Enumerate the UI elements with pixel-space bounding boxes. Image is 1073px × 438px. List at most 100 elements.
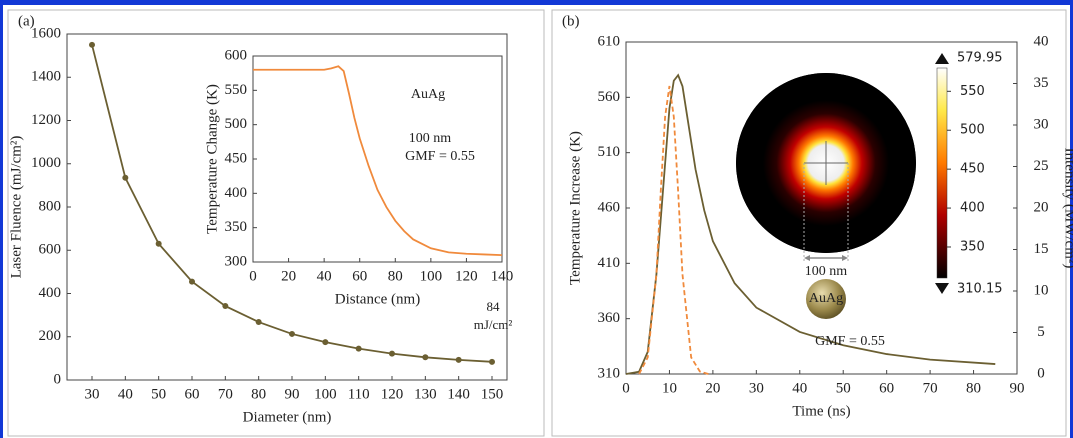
colorbar-min: 310.15 [957, 282, 1003, 297]
annotation: 100 nm [805, 264, 848, 279]
annotation: 84 [487, 299, 501, 314]
marker [455, 356, 462, 363]
x-tick-label: 0 [622, 380, 630, 396]
y-tick-label: 360 [598, 310, 621, 326]
y-tick-label: 510 [598, 144, 621, 160]
x-tick-label: 20 [705, 380, 720, 396]
x-tick-label: 140 [491, 268, 514, 284]
plot-area [252, 55, 503, 263]
panel-label: (b) [562, 13, 580, 29]
frame-left [0, 0, 3, 438]
x-axis-label: Time (ns) [792, 403, 850, 419]
x-tick-label: 30 [749, 380, 764, 396]
y2-tick-label: 10 [1034, 282, 1049, 298]
marker [355, 345, 362, 352]
x-tick-label: 80 [388, 268, 403, 284]
colorbar [936, 67, 948, 279]
y-tick-label: 410 [598, 255, 621, 271]
x-tick-label: 100 [314, 386, 337, 402]
x-tick-label: 0 [249, 268, 257, 284]
x-axis-label: Diameter (nm) [243, 409, 332, 425]
marker [189, 278, 195, 285]
x-tick-label: 60 [352, 268, 367, 284]
x-tick-label: 120 [455, 268, 478, 284]
y-tick-label: 1400 [31, 69, 61, 85]
x-tick-label: 10 [662, 380, 677, 396]
marker [255, 319, 262, 326]
y-tick-label: 610 [598, 33, 621, 49]
marker [222, 303, 229, 310]
annotation: AuAg [411, 87, 445, 102]
y-tick-label: 800 [39, 198, 62, 214]
panel-label: (a) [18, 13, 35, 29]
colorbar-max: 579.95 [957, 51, 1003, 66]
marker [322, 339, 329, 346]
x-tick-label: 100 [420, 268, 443, 284]
y-tick-label: 550 [225, 82, 248, 98]
x-tick-label: 110 [348, 386, 370, 402]
x-tick-label: 90 [1010, 380, 1025, 396]
marker [489, 358, 495, 365]
panel-a-border [7, 9, 545, 437]
y-axis-label: Laser Fluence (mJ/cm²) [8, 136, 24, 279]
x-tick-label: 90 [285, 386, 300, 402]
x-tick-label: 120 [381, 386, 404, 402]
y-tick-label: 300 [225, 253, 248, 269]
colorbar-tick-label: 550 [960, 84, 985, 99]
x-tick-label: 50 [836, 380, 851, 396]
frame-top [0, 0, 1073, 5]
x-tick-label: 50 [151, 386, 166, 402]
x-tick-label: 70 [923, 380, 938, 396]
x-tick-label: 60 [879, 380, 894, 396]
y-axis-label: Temperature Increase (K) [567, 131, 583, 285]
colorbar-tick-label: 500 [960, 123, 985, 138]
y2-tick-label: 35 [1034, 75, 1049, 91]
marker [89, 41, 95, 48]
y2-tick-label: 25 [1034, 158, 1049, 174]
annotation: GMF = 0.55 [405, 149, 475, 164]
y-tick-label: 600 [225, 47, 248, 63]
x-tick-label: 60 [185, 386, 200, 402]
marker [289, 330, 295, 337]
x-tick-label: 40 [317, 268, 332, 284]
y-tick-label: 560 [598, 89, 621, 105]
y-tick-label: 450 [225, 150, 248, 166]
y2-axis-label: Intensity (MW/cm²) [1062, 148, 1073, 269]
y-tick-label: 200 [39, 328, 62, 344]
annotation: GMF = 0.55 [815, 334, 885, 349]
y2-tick-label: 30 [1034, 116, 1049, 132]
panel-b-border [551, 9, 1067, 437]
x-tick-label: 130 [414, 386, 437, 402]
y-tick-label: 400 [225, 185, 248, 201]
sphere [806, 279, 846, 319]
x-tick-label: 40 [792, 380, 807, 396]
marker [389, 350, 395, 357]
y2-tick-label: 20 [1034, 199, 1049, 215]
y-tick-label: 460 [598, 199, 621, 215]
colorbar-tick-label: 450 [960, 162, 985, 177]
frame-right [1070, 0, 1073, 438]
y2-tick-label: 0 [1037, 365, 1045, 381]
line [638, 85, 709, 375]
marker [122, 174, 129, 181]
x-tick-label: 80 [251, 386, 266, 402]
y2-tick-label: 15 [1034, 241, 1049, 257]
x-tick-label: 20 [281, 268, 296, 284]
y-tick-label: 0 [54, 371, 62, 387]
x-tick-label: 80 [966, 380, 981, 396]
y-tick-label: 600 [39, 242, 62, 258]
x-axis-label: Distance (nm) [335, 291, 420, 307]
annotation: mJ/cm² [474, 317, 513, 332]
y-tick-label: 350 [225, 219, 248, 235]
annotation: AuAg [809, 291, 843, 306]
marker [422, 354, 429, 361]
x-tick-label: 30 [85, 386, 100, 402]
colorbar-tick-label: 350 [960, 239, 985, 254]
y-tick-label: 500 [225, 116, 248, 132]
y2-tick-label: 5 [1037, 324, 1045, 340]
annotation: 100 nm [409, 131, 452, 146]
x-tick-label: 40 [118, 386, 133, 402]
line [253, 65, 503, 257]
y-tick-label: 1200 [31, 112, 61, 128]
